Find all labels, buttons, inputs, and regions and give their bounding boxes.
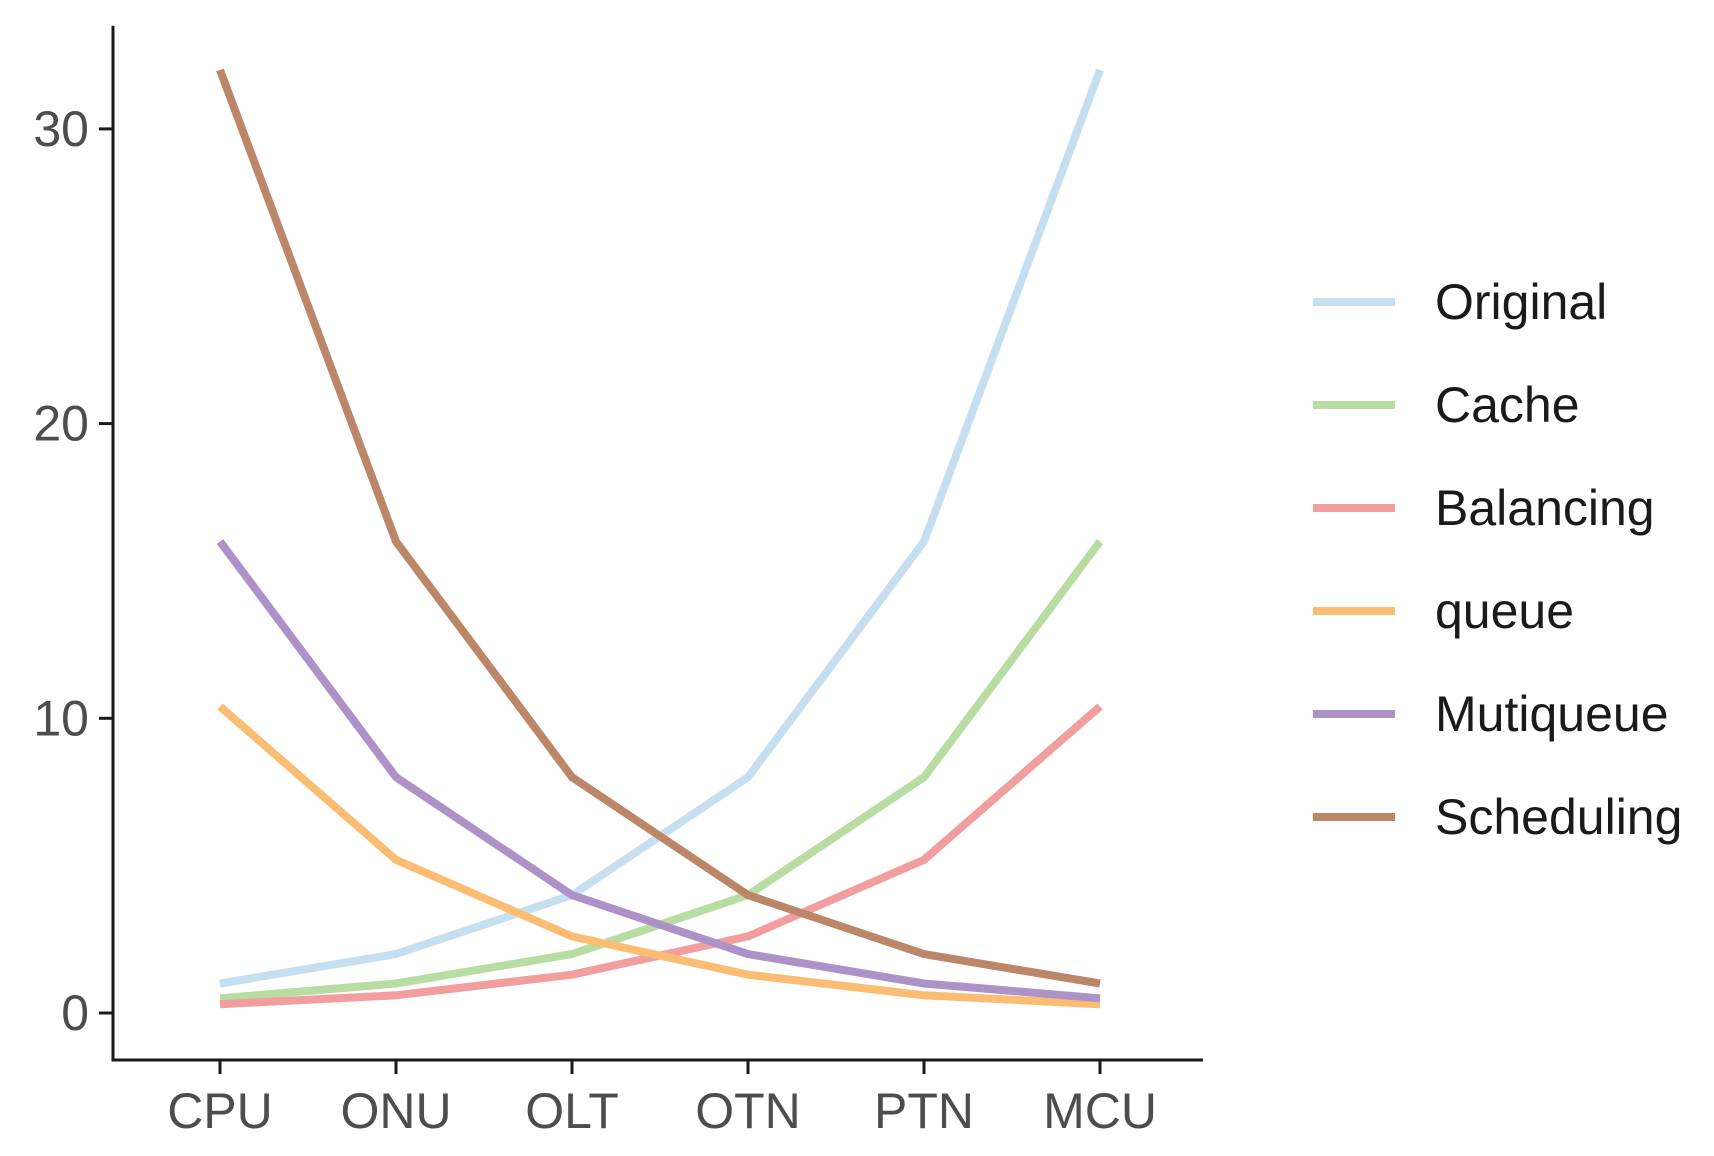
y-tick-label: 0 xyxy=(61,985,89,1041)
series-line-original xyxy=(219,68,1104,988)
legend-label: Cache xyxy=(1435,377,1580,433)
x-tick-label: ONU xyxy=(340,1083,451,1139)
legend-item-original: Original xyxy=(1313,274,1607,330)
y-tick-label: 10 xyxy=(33,690,89,746)
x-tick-label: PTN xyxy=(874,1083,974,1139)
legend-item-mutiqueue: Mutiqueue xyxy=(1313,686,1669,742)
legend-label: Balancing xyxy=(1435,480,1655,536)
legend: Original Cache Balancing queue Mutiqueue Sche… xyxy=(1313,274,1682,845)
x-tick-label: OLT xyxy=(525,1083,619,1139)
x-tick-label: CPU xyxy=(167,1083,273,1139)
axes-layer xyxy=(111,25,1203,1062)
legend-item-cache: Cache xyxy=(1313,377,1580,433)
series-line-scheduling xyxy=(216,68,1101,988)
y-tick-label: 30 xyxy=(33,101,89,157)
y-axis-ticks: 0 10 20 30 xyxy=(33,101,113,1041)
legend-label: queue xyxy=(1435,583,1574,639)
x-axis-ticks: CPU ONU OLT OTN PTN MCU xyxy=(167,1060,1157,1139)
x-tick-label: OTN xyxy=(695,1083,801,1139)
series-line-cache xyxy=(219,539,1104,1003)
y-tick-label: 20 xyxy=(33,396,89,452)
legend-label: Original xyxy=(1435,274,1607,330)
legend-item-queue: queue xyxy=(1313,583,1574,639)
legend-item-balancing: Balancing xyxy=(1313,480,1655,536)
legend-label: Scheduling xyxy=(1435,789,1682,845)
series-line-mutiqueue xyxy=(216,539,1101,1003)
legend-item-scheduling: Scheduling xyxy=(1313,789,1682,845)
x-tick-label: MCU xyxy=(1043,1083,1157,1139)
series-layer xyxy=(216,68,1104,1009)
series-line-queue xyxy=(217,703,1101,1009)
legend-label: Mutiqueue xyxy=(1435,686,1669,742)
